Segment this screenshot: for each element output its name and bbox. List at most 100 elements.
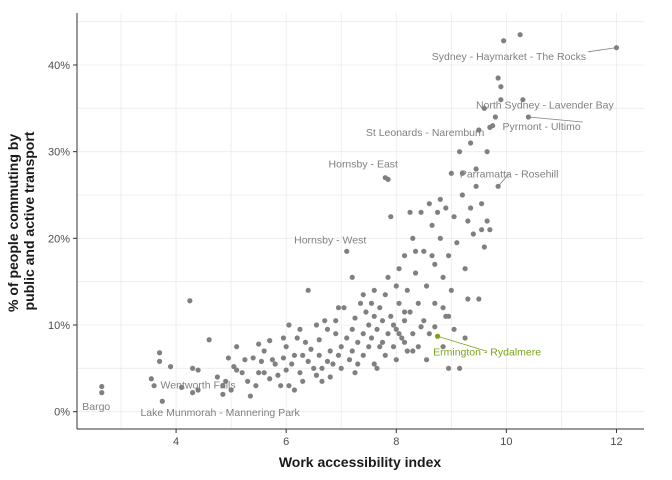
data-point [456,149,463,155]
data-point [382,292,388,298]
data-point [520,97,526,103]
data-point [239,370,245,376]
data-point [415,344,421,350]
data-point [261,370,267,376]
data-point [498,84,504,90]
data-point [305,358,311,364]
x-tick-label: 10 [500,436,512,448]
data-point [308,346,314,352]
y-tick-label: 20% [48,233,70,245]
annotation-label: Sydney - Haymarket - The Rocks [432,51,586,63]
data-point [357,300,364,306]
data-point [495,75,501,81]
data-point [440,305,446,311]
data-point [465,296,471,302]
data-point [360,352,366,358]
data-point [432,261,438,267]
y-axis-title-line-2: public and active transport [21,131,37,310]
y-axis-title-line-1: % of people commuting by [5,134,21,312]
data-point [374,326,380,332]
data-point [490,123,496,129]
data-point [313,322,320,328]
data-point [492,114,498,120]
data-point [280,355,287,361]
data-point [368,335,375,341]
data-point [473,166,479,172]
data-point [349,274,355,280]
data-point [341,305,347,311]
data-point [195,367,201,373]
data-point [484,149,490,155]
data-point [242,357,248,363]
data-point [99,390,105,396]
data-point [462,335,468,341]
data-point [322,318,328,324]
data-point [324,326,331,332]
annotation-label: Wentworth Falls [161,379,236,391]
data-point [396,331,402,337]
data-point [429,222,435,228]
data-point [459,192,465,198]
data-point [445,365,452,371]
data-point [355,339,361,345]
data-point [225,355,231,361]
data-point [283,344,289,350]
data-point [148,376,154,382]
data-point [390,322,397,328]
data-point [247,393,254,399]
data-point [440,344,446,350]
annotation-leader [588,47,617,53]
data-point [167,364,174,370]
data-point [371,313,377,319]
data-point [366,344,372,350]
data-point [462,266,468,272]
data-point [220,383,226,389]
data-point [407,209,413,215]
data-point [352,315,358,321]
data-point [371,361,377,367]
annotation-leaders [437,47,617,352]
data-point [434,209,441,215]
data-point [256,341,262,347]
data-point [283,367,289,373]
data-point [344,248,350,254]
x-tick-label: 6 [283,436,289,448]
data-point [330,361,336,367]
data-point [187,298,193,304]
data-point [501,38,507,44]
data-point [256,370,262,376]
data-point [280,335,287,341]
annotation-label: Parramatta - Rosehill [460,169,559,181]
data-point [316,337,322,343]
data-point [335,305,342,311]
data-point [206,337,212,343]
annotations: Sydney - Haymarket - The Rocks North Sydn… [82,51,614,419]
annotation-label: Bargo [82,401,110,413]
data-point [495,183,501,189]
y-tick-label: 0% [54,407,70,419]
data-point [151,383,157,389]
data-point [445,253,452,259]
data-point [313,372,320,378]
data-point [418,324,424,330]
data-point [426,201,432,207]
data-point [250,355,256,361]
data-point [451,214,457,220]
data-point [352,370,358,376]
data-point [390,344,397,350]
data-point [289,361,295,367]
data-point [275,372,281,378]
data-point [467,205,474,211]
y-axis-title: % of people commuting by public and acti… [5,130,37,312]
data-point [404,348,410,354]
data-point [382,352,388,358]
data-point [355,361,361,367]
data-point [385,274,391,280]
data-point [311,365,317,371]
data-point [344,335,350,341]
data-point [234,344,240,350]
data-point [393,357,399,363]
data-point [481,105,487,111]
data-point [297,370,303,376]
data-point [327,348,333,354]
